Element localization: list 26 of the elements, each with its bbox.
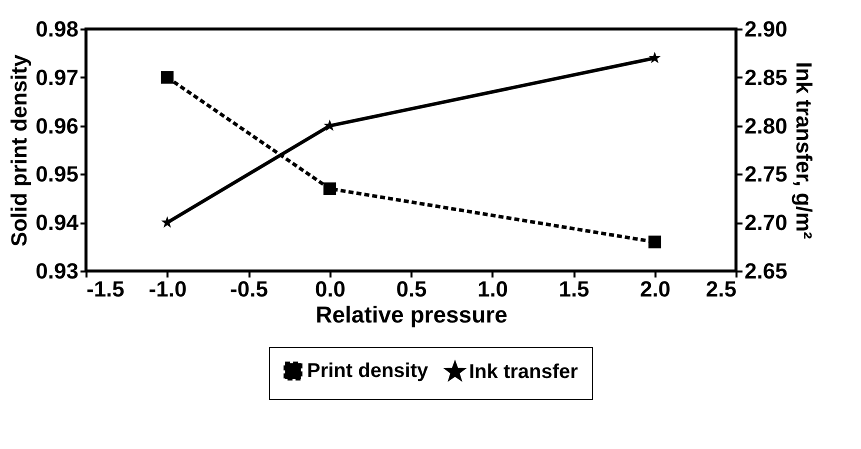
x-tick-label: 2.5 [706, 276, 736, 302]
y2-tick-label: 2.80 [744, 113, 788, 138]
x-tick-label: 0.5 [396, 276, 427, 302]
y-tick-label: 0.95 [36, 162, 78, 187]
y-axis-title: Solid print density [6, 54, 32, 246]
y2-tick-label: 2.65 [744, 258, 788, 284]
y-tick-label: 0.97 [36, 64, 78, 90]
x-axis-title: Relative pressure [316, 302, 508, 328]
x-tick-label: -1.0 [148, 276, 187, 302]
y-tick-label: 0.93 [36, 258, 78, 284]
y2-tick-label: 2.85 [744, 64, 788, 90]
x-tick-label: 1.5 [558, 276, 590, 302]
x-tick-label: 0.0 [314, 276, 346, 302]
y-tick-label: 0.94 [36, 210, 80, 236]
x-tick-label: -0.5 [230, 276, 268, 302]
y2-tick-label: 2.90 [744, 16, 788, 42]
y2-tick-label: 2.75 [744, 162, 788, 187]
y-tick-label: 0.96 [36, 113, 78, 138]
x-tick-label: 1.0 [477, 276, 508, 302]
y2-tick-label: 2.70 [744, 210, 788, 236]
x-tick-label: -1.5 [86, 276, 124, 302]
legend-label: Ink transfer [469, 360, 578, 383]
x-tick-label: 2.0 [640, 276, 671, 302]
legend-label: Print density [307, 360, 430, 382]
y-tick-label: 0.98 [36, 16, 78, 42]
y2-axis-title: Ink transfer, g/m² [791, 62, 816, 240]
